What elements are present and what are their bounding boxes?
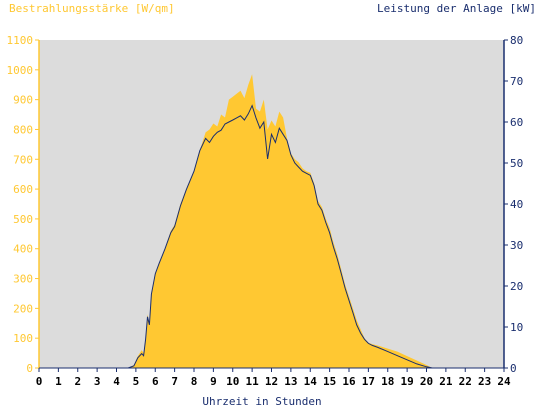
right-tick-label: 40 xyxy=(510,198,523,211)
right-tick-label: 10 xyxy=(510,321,523,334)
left-tick-label: 1000 xyxy=(7,64,34,77)
left-axis-ticks: 0 100 200 300 400 500 600 700 800 900 1000 1100 xyxy=(7,34,39,375)
x-tick-label: 15 xyxy=(323,375,336,388)
x-tick-label: 16 xyxy=(342,375,356,388)
power-line xyxy=(39,104,504,369)
left-axis-title: Bestrahlungsstärke [W/qm] xyxy=(9,2,175,15)
x-tick-label: 0 xyxy=(36,375,43,388)
x-tick-label: 5 xyxy=(133,375,140,388)
right-tick-label: 0 xyxy=(510,362,517,375)
x-tick-label: 6 xyxy=(152,375,159,388)
x-tick-label: 18 xyxy=(381,375,394,388)
right-tick-label: 60 xyxy=(510,116,523,129)
x-tick-label: 8 xyxy=(191,375,198,388)
left-tick-label: 600 xyxy=(13,183,33,196)
x-tick-label: 23 xyxy=(478,375,491,388)
left-tick-label: 400 xyxy=(13,243,33,256)
left-tick-label: 300 xyxy=(13,273,33,286)
x-tick-label: 17 xyxy=(362,375,375,388)
x-tick-label: 1 xyxy=(55,375,62,388)
x-tick-label: 4 xyxy=(113,375,120,388)
right-tick-label: 80 xyxy=(510,34,523,47)
left-tick-label: 100 xyxy=(13,332,33,345)
x-tick-label: 21 xyxy=(439,375,453,388)
left-tick-label: 500 xyxy=(13,213,33,226)
x-tick-label: 3 xyxy=(94,375,101,388)
x-tick-label: 24 xyxy=(497,375,511,388)
right-axis-title: Leistung der Anlage [kW] xyxy=(377,2,536,15)
x-tick-label: 13 xyxy=(284,375,297,388)
x-tick-label: 22 xyxy=(459,375,472,388)
left-tick-label: 1100 xyxy=(7,34,34,47)
x-axis-title: Uhrzeit in Stunden xyxy=(202,395,321,408)
x-tick-label: 12 xyxy=(265,375,278,388)
x-tick-label: 2 xyxy=(74,375,81,388)
right-tick-label: 50 xyxy=(510,157,523,170)
left-tick-label: 700 xyxy=(13,153,33,166)
x-tick-label: 19 xyxy=(401,375,414,388)
left-tick-label: 0 xyxy=(26,362,33,375)
x-tick-label: 10 xyxy=(226,375,239,388)
left-tick-label: 900 xyxy=(13,94,33,107)
right-tick-label: 20 xyxy=(510,280,523,293)
left-tick-label: 800 xyxy=(13,123,33,136)
x-tick-label: 14 xyxy=(304,375,318,388)
x-tick-label: 20 xyxy=(420,375,433,388)
x-tick-label: 9 xyxy=(210,375,217,388)
right-axis-ticks: 0 10 20 30 40 50 60 70 80 xyxy=(504,34,523,375)
x-tick-label: 11 xyxy=(246,375,260,388)
x-axis-ticks: 0 1 2 3 4 5 6 7 8 9 10 11 12 13 14 15 16 17 18 19 20 21 22 23 24 xyxy=(36,368,511,388)
irradiance-area xyxy=(39,74,504,369)
x-tick-label: 7 xyxy=(171,375,178,388)
right-tick-label: 30 xyxy=(510,239,523,252)
left-tick-label: 200 xyxy=(13,302,33,315)
right-tick-label: 70 xyxy=(510,75,523,88)
